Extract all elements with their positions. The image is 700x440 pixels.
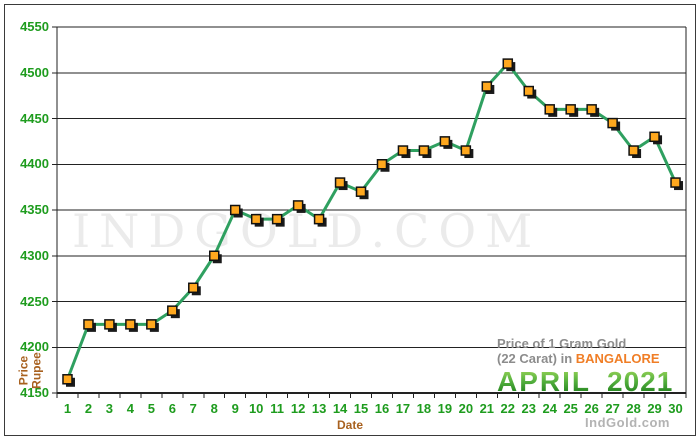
carat-label: (22 Carat) in bbox=[497, 351, 573, 366]
data-point-marker bbox=[104, 319, 115, 330]
data-point-marker bbox=[628, 145, 639, 156]
data-point-marker bbox=[460, 145, 472, 156]
month-label: APRIL bbox=[497, 366, 591, 397]
data-point-marker bbox=[523, 85, 534, 97]
y-axis-title-line1: Price bbox=[16, 355, 31, 386]
data-point-marker bbox=[167, 305, 178, 316]
data-point-marker bbox=[271, 213, 283, 225]
y-axis-title: Price Rupee bbox=[16, 334, 45, 408]
data-point-marker bbox=[502, 58, 514, 69]
data-point-marker bbox=[188, 282, 199, 294]
location-label: BANGALORE bbox=[575, 351, 660, 366]
x-axis-title: Date bbox=[336, 418, 363, 432]
data-point-marker bbox=[670, 177, 681, 188]
data-point-marker bbox=[397, 145, 409, 156]
data-point-marker bbox=[313, 213, 325, 225]
data-point-marker bbox=[209, 250, 220, 261]
data-point-marker bbox=[418, 145, 430, 156]
data-point-marker bbox=[292, 200, 304, 211]
year-label: 2021 bbox=[607, 366, 674, 397]
data-point-marker bbox=[607, 117, 618, 129]
price-line bbox=[65, 62, 678, 381]
data-point-marker bbox=[250, 213, 262, 225]
data-point-marker bbox=[565, 104, 576, 115]
chart-title-line2: (22 Carat) in BANGALORE bbox=[497, 351, 673, 366]
y-axis-title-line2: Rupee bbox=[29, 352, 44, 389]
data-point-marker bbox=[334, 177, 346, 188]
data-point-marker bbox=[125, 319, 136, 330]
month-year-label: APRIL 2021 bbox=[497, 368, 673, 396]
chart-title-line1: Price of 1 Gram Gold bbox=[497, 336, 627, 351]
data-point-marker bbox=[649, 131, 660, 143]
data-point-marker bbox=[355, 186, 367, 197]
data-point-marker bbox=[586, 104, 597, 115]
data-point-marker bbox=[83, 319, 94, 330]
footer-brand: IndGold.com bbox=[585, 415, 670, 430]
data-point-marker bbox=[439, 136, 451, 147]
watermark-text: INDGOLD.COM bbox=[72, 204, 542, 258]
data-point-marker bbox=[62, 374, 73, 385]
data-point-marker bbox=[146, 319, 157, 330]
data-point-marker bbox=[229, 204, 241, 216]
data-point-marker bbox=[544, 104, 555, 115]
data-point-marker bbox=[481, 81, 493, 92]
data-point-marker bbox=[376, 159, 388, 170]
chart-title-block: Price of 1 Gram Gold (22 Carat) in BANGA… bbox=[497, 336, 673, 396]
